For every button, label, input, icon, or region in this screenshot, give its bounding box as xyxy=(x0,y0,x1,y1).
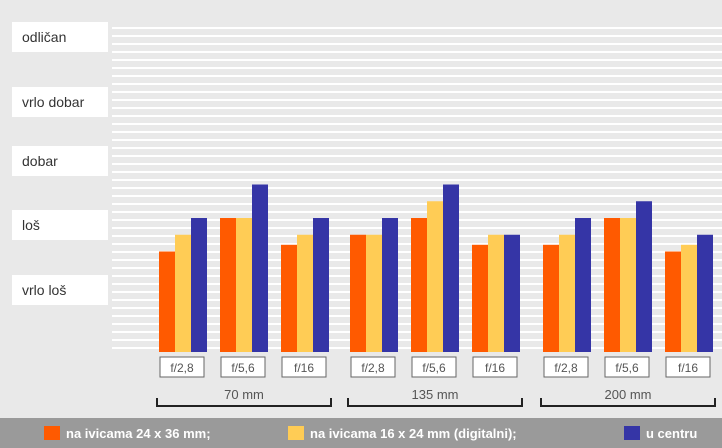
bar xyxy=(488,234,504,352)
legend-swatch xyxy=(288,426,304,440)
legend-bar xyxy=(0,418,722,448)
legend-label: na ivicama 24 x 36 mm; xyxy=(66,426,211,441)
aperture-label-box xyxy=(543,356,589,378)
aperture-label-box xyxy=(665,356,711,378)
bar xyxy=(604,218,620,352)
rating-label: dobar xyxy=(22,153,58,169)
bar xyxy=(620,218,636,352)
bars xyxy=(159,184,713,352)
bar xyxy=(636,201,652,352)
rating-label-box xyxy=(12,22,108,52)
aperture-label: f/2,8 xyxy=(170,361,194,375)
bar xyxy=(443,184,459,352)
aperture-label: f/5,6 xyxy=(231,361,255,375)
aperture-label: f/2,8 xyxy=(361,361,385,375)
rating-label: odličan xyxy=(22,29,66,45)
aperture-label: f/16 xyxy=(485,361,505,375)
bar xyxy=(297,234,313,352)
aperture-label: f/5,6 xyxy=(422,361,446,375)
bar xyxy=(504,234,520,352)
bar xyxy=(191,218,207,352)
legend: na ivicama 24 x 36 mm; na ivicama 16 x 24… xyxy=(0,418,722,448)
bar xyxy=(252,184,268,352)
rating-label-box xyxy=(12,146,108,176)
aperture-label: f/16 xyxy=(678,361,698,375)
group-label: 70 mm xyxy=(224,387,264,402)
aperture-label: f/16 xyxy=(294,361,314,375)
aperture-labels: f/2,8 f/5,6 f/16 f/2,8 f/5,6 f/16 f/2,8 f/5,6 f/… xyxy=(159,356,711,378)
aperture-label-box xyxy=(411,356,457,378)
aperture-label-box xyxy=(281,356,327,378)
bar xyxy=(382,218,398,352)
legend-swatch xyxy=(624,426,640,440)
group-label-bg xyxy=(401,386,469,402)
bar xyxy=(366,234,382,352)
group-label: 135 mm xyxy=(412,387,459,402)
aperture-label: f/5,6 xyxy=(615,361,639,375)
aperture-label-box xyxy=(220,356,266,378)
rating-label-box xyxy=(12,210,108,240)
aperture-label-box xyxy=(350,356,396,378)
rating-labels: odličan vrlo dobar dobar loš vrlo loš xyxy=(12,22,108,305)
group-bracket xyxy=(347,398,523,407)
bar xyxy=(472,244,488,352)
bar xyxy=(175,234,191,352)
bar xyxy=(411,218,427,352)
aperture-label-box xyxy=(472,356,518,378)
aperture-label-box xyxy=(604,356,650,378)
rating-label: loš xyxy=(22,217,40,233)
bar xyxy=(159,251,175,352)
legend-label: na ivicama 16 x 24 mm (digitalni); xyxy=(310,426,517,441)
bar xyxy=(543,244,559,352)
bar xyxy=(575,218,591,352)
rating-label-box xyxy=(12,87,108,117)
group-bracket xyxy=(540,398,716,407)
bar xyxy=(281,244,297,352)
legend-swatch xyxy=(44,426,60,440)
bar xyxy=(350,234,366,352)
rating-label: vrlo dobar xyxy=(22,94,85,110)
group-label-bg xyxy=(210,386,278,402)
bar xyxy=(220,218,236,352)
bar xyxy=(236,218,252,352)
bar xyxy=(427,201,443,352)
group-bracket xyxy=(156,398,332,407)
aperture-label-box xyxy=(159,356,205,378)
bar xyxy=(665,251,681,352)
bar xyxy=(697,234,713,352)
group-label: 200 mm xyxy=(605,387,652,402)
group-label-bg xyxy=(594,386,662,402)
legend-label: u centru xyxy=(646,426,697,441)
bar xyxy=(313,218,329,352)
aperture-label: f/2,8 xyxy=(554,361,578,375)
bar xyxy=(681,244,697,352)
focal-length-groups: 70 mm 135 mm 200 mm xyxy=(156,386,716,407)
rating-label: vrlo loš xyxy=(22,282,66,298)
rating-label-box xyxy=(12,275,108,305)
bar xyxy=(559,234,575,352)
